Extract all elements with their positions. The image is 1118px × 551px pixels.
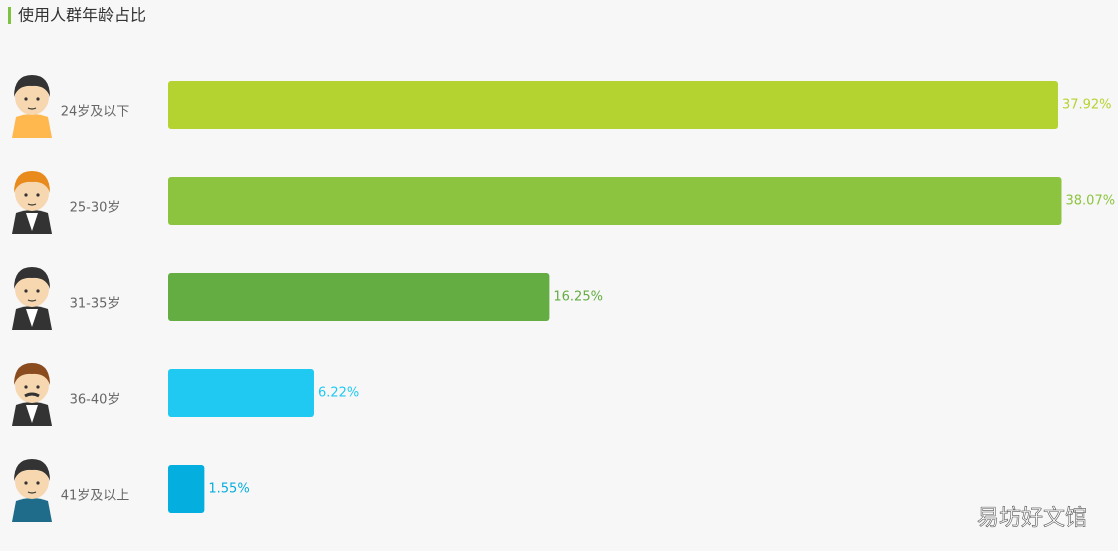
category-label: 31-35岁 xyxy=(70,297,121,312)
avatar-collar xyxy=(26,405,38,423)
bar xyxy=(168,177,1062,225)
avatar-eye xyxy=(36,97,40,101)
avatar-eye xyxy=(24,193,28,197)
avatar xyxy=(12,171,52,234)
avatar-body xyxy=(12,114,52,138)
watermark: 易坊好文馆 xyxy=(977,506,1087,531)
avatar-eye xyxy=(36,481,40,485)
avatar-hair xyxy=(14,363,50,385)
category-label: 25-30岁 xyxy=(70,201,121,216)
avatar-head xyxy=(15,271,49,307)
avatar-mouth xyxy=(27,491,37,494)
avatar-hair xyxy=(14,267,50,289)
avatar-head xyxy=(15,463,49,499)
avatar-body xyxy=(12,498,52,522)
value-label: 37.92% xyxy=(1062,98,1112,113)
avatar-head xyxy=(15,175,49,211)
avatar xyxy=(12,459,52,522)
category-label: 24岁及以下 xyxy=(61,105,130,120)
avatar-head xyxy=(15,79,49,115)
avatar-mouth xyxy=(27,107,37,110)
avatar-eye xyxy=(36,289,40,293)
bar xyxy=(168,465,205,513)
bar xyxy=(168,369,314,417)
category-label: 36-40岁 xyxy=(70,393,121,408)
avatar-hair xyxy=(14,171,50,193)
value-label: 16.25% xyxy=(553,290,603,305)
avatar xyxy=(12,75,52,138)
avatar-hair xyxy=(14,459,50,481)
avatar xyxy=(12,267,52,330)
avatar-eye xyxy=(36,385,40,389)
avatar-head xyxy=(15,367,49,403)
avatar-eye xyxy=(24,481,28,485)
avatar-mouth xyxy=(27,299,37,302)
value-label: 6.22% xyxy=(318,386,359,401)
title-accent xyxy=(8,7,11,24)
avatar-eye xyxy=(36,193,40,197)
value-label: 38.07% xyxy=(1066,194,1116,209)
avatar-eye xyxy=(24,385,28,389)
category-label: 41岁及以上 xyxy=(61,489,130,504)
chart-title: 使用人群年龄占比 xyxy=(18,6,146,25)
avatar-collar xyxy=(26,309,38,327)
avatar-eye xyxy=(24,97,28,101)
avatar-collar xyxy=(26,213,38,231)
avatar-hair xyxy=(14,75,50,97)
bar xyxy=(168,81,1058,129)
avatar-mouth xyxy=(24,392,40,398)
avatar-mouth xyxy=(27,203,37,206)
avatar xyxy=(12,363,52,426)
value-label: 1.55% xyxy=(208,482,249,497)
bar xyxy=(168,273,550,321)
avatar-eye xyxy=(24,289,28,293)
